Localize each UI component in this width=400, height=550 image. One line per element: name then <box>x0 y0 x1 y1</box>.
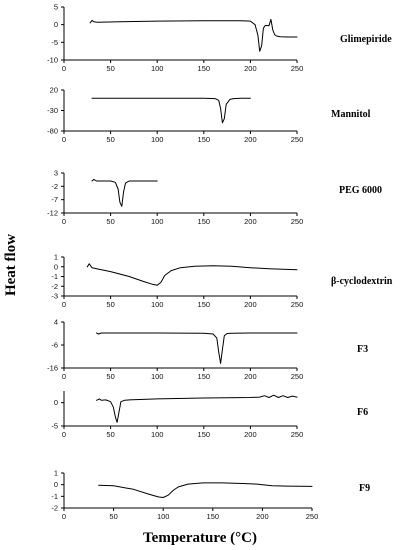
x-tick-label: 50 <box>106 430 114 439</box>
y-tick-label: -2 <box>51 182 58 191</box>
y-tick-label: 0 <box>54 398 58 407</box>
y-tick-label: -1 <box>51 272 58 281</box>
thermogram-trace <box>86 263 298 286</box>
x-tick-label: 250 <box>291 372 304 381</box>
x-tick-label: 50 <box>106 300 114 309</box>
x-tick-label: 0 <box>62 64 66 73</box>
y-tick-label: -2 <box>51 504 58 513</box>
thermogram-trace <box>89 18 298 52</box>
x-tick-label: 0 <box>62 372 66 381</box>
y-tick-label: 5 <box>54 3 58 12</box>
sample-label: Mannitol <box>331 109 371 120</box>
y-tick-label: -1 <box>51 492 58 501</box>
x-tick-label: 0 <box>62 430 66 439</box>
x-axis-title: Temperature (°C) <box>143 530 257 546</box>
x-tick-label: 100 <box>151 135 164 144</box>
x-tick-label: 50 <box>106 372 114 381</box>
y-tick-label: 1 <box>54 253 58 262</box>
x-tick-label: 150 <box>198 430 211 439</box>
x-tick-label: 250 <box>291 64 304 73</box>
y-tick-label: -3 <box>51 292 58 301</box>
x-tick-label: 200 <box>256 512 269 521</box>
x-tick-label: 150 <box>198 372 211 381</box>
x-tick-label: 100 <box>151 372 164 381</box>
x-tick-label: 150 <box>198 135 211 144</box>
x-tick-label: 0 <box>62 135 66 144</box>
x-tick-label: 200 <box>244 64 257 73</box>
y-tick-label: -6 <box>51 341 58 350</box>
x-tick-label: 200 <box>244 300 257 309</box>
x-tick-label: 150 <box>198 300 211 309</box>
x-tick-label: 150 <box>207 512 220 521</box>
x-tick-label: 0 <box>62 300 66 309</box>
x-tick-label: 100 <box>151 300 164 309</box>
x-tick-label: 50 <box>106 64 114 73</box>
x-tick-label: 250 <box>306 512 319 521</box>
sample-label: F6 <box>357 407 368 418</box>
y-tick-label: -12 <box>47 209 58 218</box>
x-tick-label: 150 <box>198 64 211 73</box>
sample-label: PEG 6000 <box>339 185 382 196</box>
y-tick-label: -16 <box>47 364 58 373</box>
sample-label: F9 <box>359 483 370 494</box>
sample-label: β-cyclodextrin <box>331 276 393 287</box>
x-tick-label: 50 <box>106 135 114 144</box>
x-tick-label: 50 <box>109 512 117 521</box>
sample-label: Glimepiride <box>340 34 392 45</box>
sample-label: F3 <box>357 344 368 355</box>
x-tick-label: 100 <box>151 64 164 73</box>
y-tick-label: -5 <box>51 422 58 431</box>
x-tick-label: 0 <box>62 512 66 521</box>
y-tick-label: 4 <box>54 318 58 327</box>
x-tick-label: 250 <box>291 217 304 226</box>
thermogram-trace <box>98 482 313 498</box>
y-tick-label: -2 <box>51 282 58 291</box>
y-tick-label: 0 <box>54 480 58 489</box>
x-tick-label: 100 <box>151 217 164 226</box>
y-tick-label: 3 <box>54 169 58 178</box>
y-tick-label: 1 <box>54 469 58 478</box>
x-tick-label: 200 <box>244 430 257 439</box>
thermogram-trace <box>96 332 298 364</box>
x-tick-label: 0 <box>62 217 66 226</box>
y-tick-label: -10 <box>47 56 58 65</box>
thermogram-trace <box>91 178 158 207</box>
x-tick-label: 150 <box>198 217 211 226</box>
panel-7: 0 50 100 150 200 250 1 0 -1 -2 F9 <box>51 469 370 522</box>
y-tick-label: 0 <box>54 20 58 29</box>
x-tick-label: 250 <box>291 300 304 309</box>
panel-5: 0 50 100 150 200 250 4 -6 -16 F3 <box>47 318 368 382</box>
x-tick-label: 50 <box>106 217 114 226</box>
thermogram-trace <box>96 394 298 423</box>
y-axis-title: Heat flow <box>3 234 19 296</box>
thermogram-trace <box>91 97 251 124</box>
x-tick-label: 100 <box>151 430 164 439</box>
x-tick-label: 100 <box>157 512 170 521</box>
y-tick-label: 0 <box>54 262 58 271</box>
y-tick-label: -5 <box>51 38 58 47</box>
panel-6: 0 50 100 150 200 250 0 -5 F6 <box>51 391 368 439</box>
x-tick-label: 200 <box>244 217 257 226</box>
panel-3: 0 50 100 150 200 250 3 -2 -7 -12 PEG 6000 <box>47 169 382 227</box>
panel-2: 0 50 100 150 200 250 20 -30 -80 Mannitol <box>47 86 371 145</box>
y-tick-label: -80 <box>47 127 58 136</box>
x-tick-label: 200 <box>244 372 257 381</box>
y-tick-label: 20 <box>50 86 58 95</box>
y-tick-label: -7 <box>51 195 58 204</box>
x-tick-label: 200 <box>244 135 257 144</box>
y-tick-label: -30 <box>47 106 58 115</box>
x-tick-label: 250 <box>291 430 304 439</box>
x-tick-label: 250 <box>291 135 304 144</box>
